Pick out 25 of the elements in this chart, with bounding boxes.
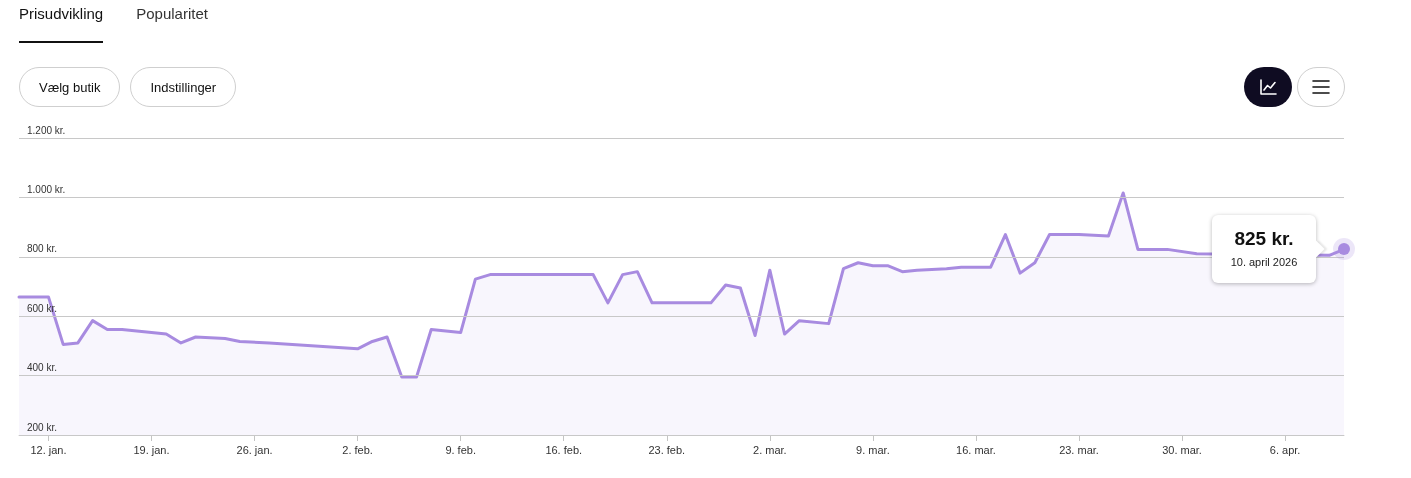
text: Indstillinger [130,67,237,107]
y-tick-label: 1.000 kr. [27,183,66,195]
x-tick-label: 2. feb. [342,443,373,456]
x-tick-label: 16. mar. [956,443,996,456]
annotation: 825 kr. [1233,227,1295,252]
y-tick-label: 1.200 kr. [27,124,66,136]
text: Vælg butik [19,67,121,107]
x-tick-label: 16. feb. [545,443,583,456]
y-tick-label: 200 kr. [27,421,58,433]
x-tick-label: 26. jan. [236,443,273,456]
x-tick-label: 30. mar. [1162,443,1202,456]
x-tick-label: 19. jan. [133,443,170,456]
annotation: 10. april 2026 [1229,255,1299,271]
chart-title: Prisudvikling [19,4,104,43]
y-tick-label: 600 kr. [27,302,58,314]
x-tick-label: 6. apr. [1269,443,1301,456]
text: Popularitet [136,4,208,24]
x-tick-label: 12. jan. [30,443,67,456]
y-tick-label: 400 kr. [27,362,58,374]
x-tick-label: 9. feb. [445,443,476,456]
y-tick-label: 800 kr. [27,243,58,255]
x-tick-label: 2. mar. [753,443,787,456]
x-tick-label: 23. feb. [648,443,686,456]
x-tick-label: 23. mar. [1059,443,1099,456]
x-tick-label: 9. mar. [856,443,890,456]
